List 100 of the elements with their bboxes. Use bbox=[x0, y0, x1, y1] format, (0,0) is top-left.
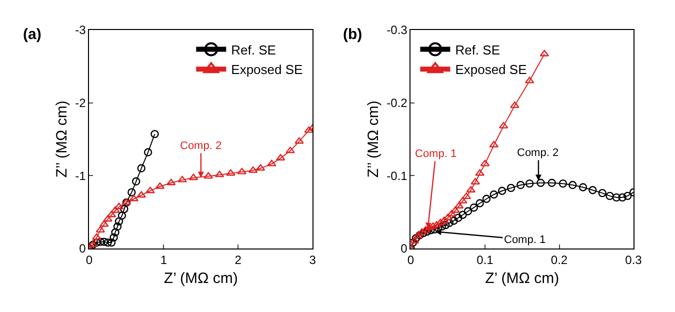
point bbox=[410, 236, 420, 244]
y-axis-title: Z’’ (MΩ cm) bbox=[53, 100, 70, 178]
y-tick-label: -0.1 bbox=[386, 168, 408, 183]
legend-label: Ref. SE bbox=[455, 42, 500, 58]
point bbox=[606, 192, 614, 200]
y-tick-label: -0.2 bbox=[386, 96, 408, 110]
point bbox=[204, 172, 213, 179]
point bbox=[498, 122, 508, 128]
point bbox=[480, 160, 490, 166]
point bbox=[436, 218, 446, 226]
point bbox=[440, 216, 449, 224]
point bbox=[114, 217, 124, 226]
point bbox=[428, 222, 438, 229]
point bbox=[475, 169, 484, 176]
point bbox=[92, 233, 102, 240]
annotation: Comp. 2 bbox=[517, 147, 559, 159]
point bbox=[96, 226, 105, 233]
point bbox=[144, 148, 152, 156]
point bbox=[132, 177, 140, 186]
point bbox=[107, 238, 116, 247]
y-tick-label: 0 bbox=[79, 242, 86, 256]
point bbox=[525, 179, 534, 188]
point bbox=[443, 214, 453, 220]
point bbox=[304, 126, 313, 133]
point bbox=[155, 182, 165, 189]
point bbox=[458, 196, 468, 204]
legend-label: Exposed SE bbox=[231, 62, 304, 78]
point bbox=[420, 226, 430, 233]
point bbox=[256, 164, 266, 171]
point bbox=[214, 170, 224, 178]
x-tick-label: 2 bbox=[234, 252, 242, 267]
point bbox=[540, 50, 550, 56]
point bbox=[104, 238, 112, 247]
point bbox=[498, 186, 506, 195]
point bbox=[516, 180, 525, 190]
point bbox=[424, 224, 434, 230]
point bbox=[110, 233, 118, 242]
point bbox=[462, 192, 472, 200]
point bbox=[482, 194, 491, 203]
y-tick-label: 0 bbox=[400, 242, 408, 256]
point bbox=[445, 218, 454, 227]
point bbox=[446, 210, 456, 217]
y-tick-label: -2 bbox=[75, 96, 86, 110]
point bbox=[226, 169, 236, 176]
point bbox=[92, 238, 101, 247]
point bbox=[568, 180, 577, 190]
point bbox=[432, 220, 442, 228]
point bbox=[450, 216, 458, 225]
point bbox=[490, 190, 498, 199]
point bbox=[476, 199, 484, 208]
point bbox=[129, 194, 139, 202]
x-axis-title: Z’ (MΩ cm) bbox=[164, 270, 238, 287]
point bbox=[489, 140, 499, 148]
point bbox=[111, 228, 120, 236]
point bbox=[286, 146, 295, 154]
point bbox=[178, 176, 187, 182]
point bbox=[150, 130, 159, 138]
y-axis-title: Z’’ (MΩ cm) bbox=[364, 100, 382, 178]
point bbox=[548, 178, 556, 187]
x-axis-title: Z’ (MΩ cm) bbox=[485, 270, 560, 287]
x-tick-label: 1 bbox=[160, 252, 168, 267]
x-tick-label: 0.3 bbox=[625, 252, 642, 267]
point bbox=[524, 76, 534, 84]
legend-label: Ref. SE bbox=[231, 42, 276, 58]
chart-title: (a) bbox=[23, 26, 42, 43]
point bbox=[188, 174, 198, 180]
point bbox=[128, 188, 136, 196]
point bbox=[454, 214, 462, 222]
point bbox=[96, 238, 104, 246]
chart-title: (b) bbox=[343, 26, 362, 43]
point bbox=[276, 154, 286, 160]
point bbox=[146, 186, 155, 194]
point bbox=[623, 192, 632, 200]
y-tick-label: -0.3 bbox=[386, 23, 408, 38]
annotation: Comp. 2 bbox=[180, 140, 222, 152]
point bbox=[113, 222, 122, 231]
point bbox=[618, 193, 626, 202]
point bbox=[458, 210, 467, 219]
x-tick-label: 0.2 bbox=[550, 252, 568, 267]
point bbox=[450, 206, 460, 213]
annotation: Comp. 1 bbox=[504, 234, 546, 246]
point bbox=[118, 212, 126, 220]
point bbox=[464, 207, 472, 216]
point bbox=[137, 164, 146, 172]
point bbox=[110, 206, 120, 213]
point bbox=[106, 210, 116, 218]
point bbox=[294, 137, 304, 144]
point bbox=[267, 160, 276, 166]
point bbox=[100, 238, 108, 246]
point bbox=[417, 228, 427, 235]
point bbox=[248, 166, 258, 173]
point bbox=[120, 204, 128, 214]
point bbox=[136, 191, 146, 198]
point bbox=[558, 179, 568, 188]
point bbox=[438, 222, 446, 231]
point bbox=[99, 220, 109, 227]
point bbox=[510, 102, 520, 108]
point bbox=[578, 183, 588, 192]
point bbox=[103, 215, 112, 222]
point bbox=[114, 202, 124, 210]
